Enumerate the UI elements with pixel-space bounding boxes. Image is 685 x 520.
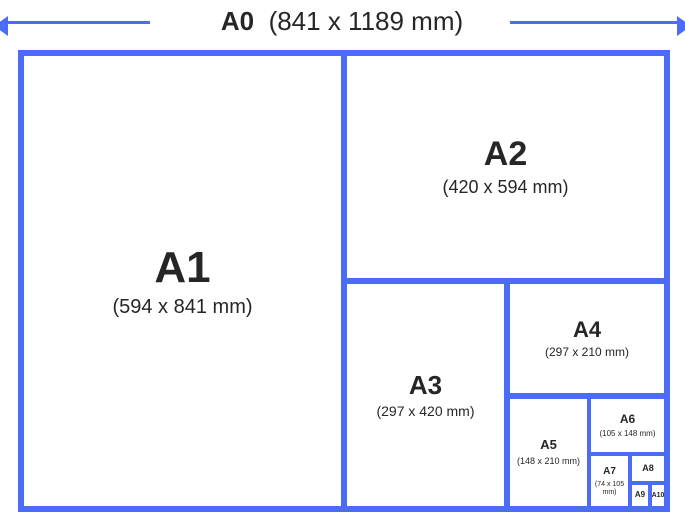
paper-a4-dims: (297 x 210 mm) [545, 346, 629, 359]
a0-dims: (841 x 1189 mm) [261, 6, 463, 36]
paper-a7-name: A7 [603, 466, 616, 477]
paper-a5-dims: (148 x 210 mm) [517, 457, 580, 467]
paper-a1-name: A1 [154, 244, 210, 292]
paper-a5: A5 (148 x 210 mm) [507, 396, 589, 512]
paper-a7-dims: (74 x 105 mm) [591, 481, 628, 496]
a0-outline: A1 (594 x 841 mm) A2 (420 x 594 mm) A3 (297 x… [18, 50, 670, 512]
paper-a3: A3 (297 x 420 mm) [344, 281, 507, 512]
paper-size-diagram: A0 (841 x 1189 mm) A1 (594 x 841 mm) A2 (42… [0, 0, 685, 520]
paper-a2-name: A2 [484, 136, 527, 173]
paper-a1-dims: (594 x 841 mm) [112, 296, 252, 318]
paper-a6-name: A6 [620, 413, 635, 426]
paper-a3-dims: (297 x 420 mm) [376, 404, 474, 419]
width-arrow-left [8, 21, 150, 23]
paper-a7: A7 (74 x 105 mm) [589, 454, 630, 512]
width-arrow-right [510, 21, 677, 23]
a0-name: A0 [221, 6, 254, 36]
paper-a9: A9 [630, 483, 650, 512]
paper-a5-name: A5 [540, 438, 557, 452]
a0-header: A0 (841 x 1189 mm) [186, 6, 498, 37]
paper-a4-name: A4 [573, 318, 601, 342]
paper-a10: A10 [650, 483, 670, 512]
paper-a2-dims: (420 x 594 mm) [442, 178, 568, 198]
paper-a6-dims: (105 x 148 mm) [599, 430, 655, 439]
paper-a8: A8 [630, 454, 670, 483]
paper-a4: A4 (297 x 210 mm) [507, 281, 670, 396]
paper-a6: A6 (105 x 148 mm) [589, 396, 670, 454]
paper-a3-name: A3 [409, 371, 442, 400]
paper-a1: A1 (594 x 841 mm) [18, 50, 344, 512]
paper-a8-name: A8 [642, 464, 654, 474]
paper-a2: A2 (420 x 594 mm) [344, 50, 670, 281]
paper-a10-name: A10 [652, 492, 665, 500]
paper-a9-name: A9 [635, 491, 645, 500]
